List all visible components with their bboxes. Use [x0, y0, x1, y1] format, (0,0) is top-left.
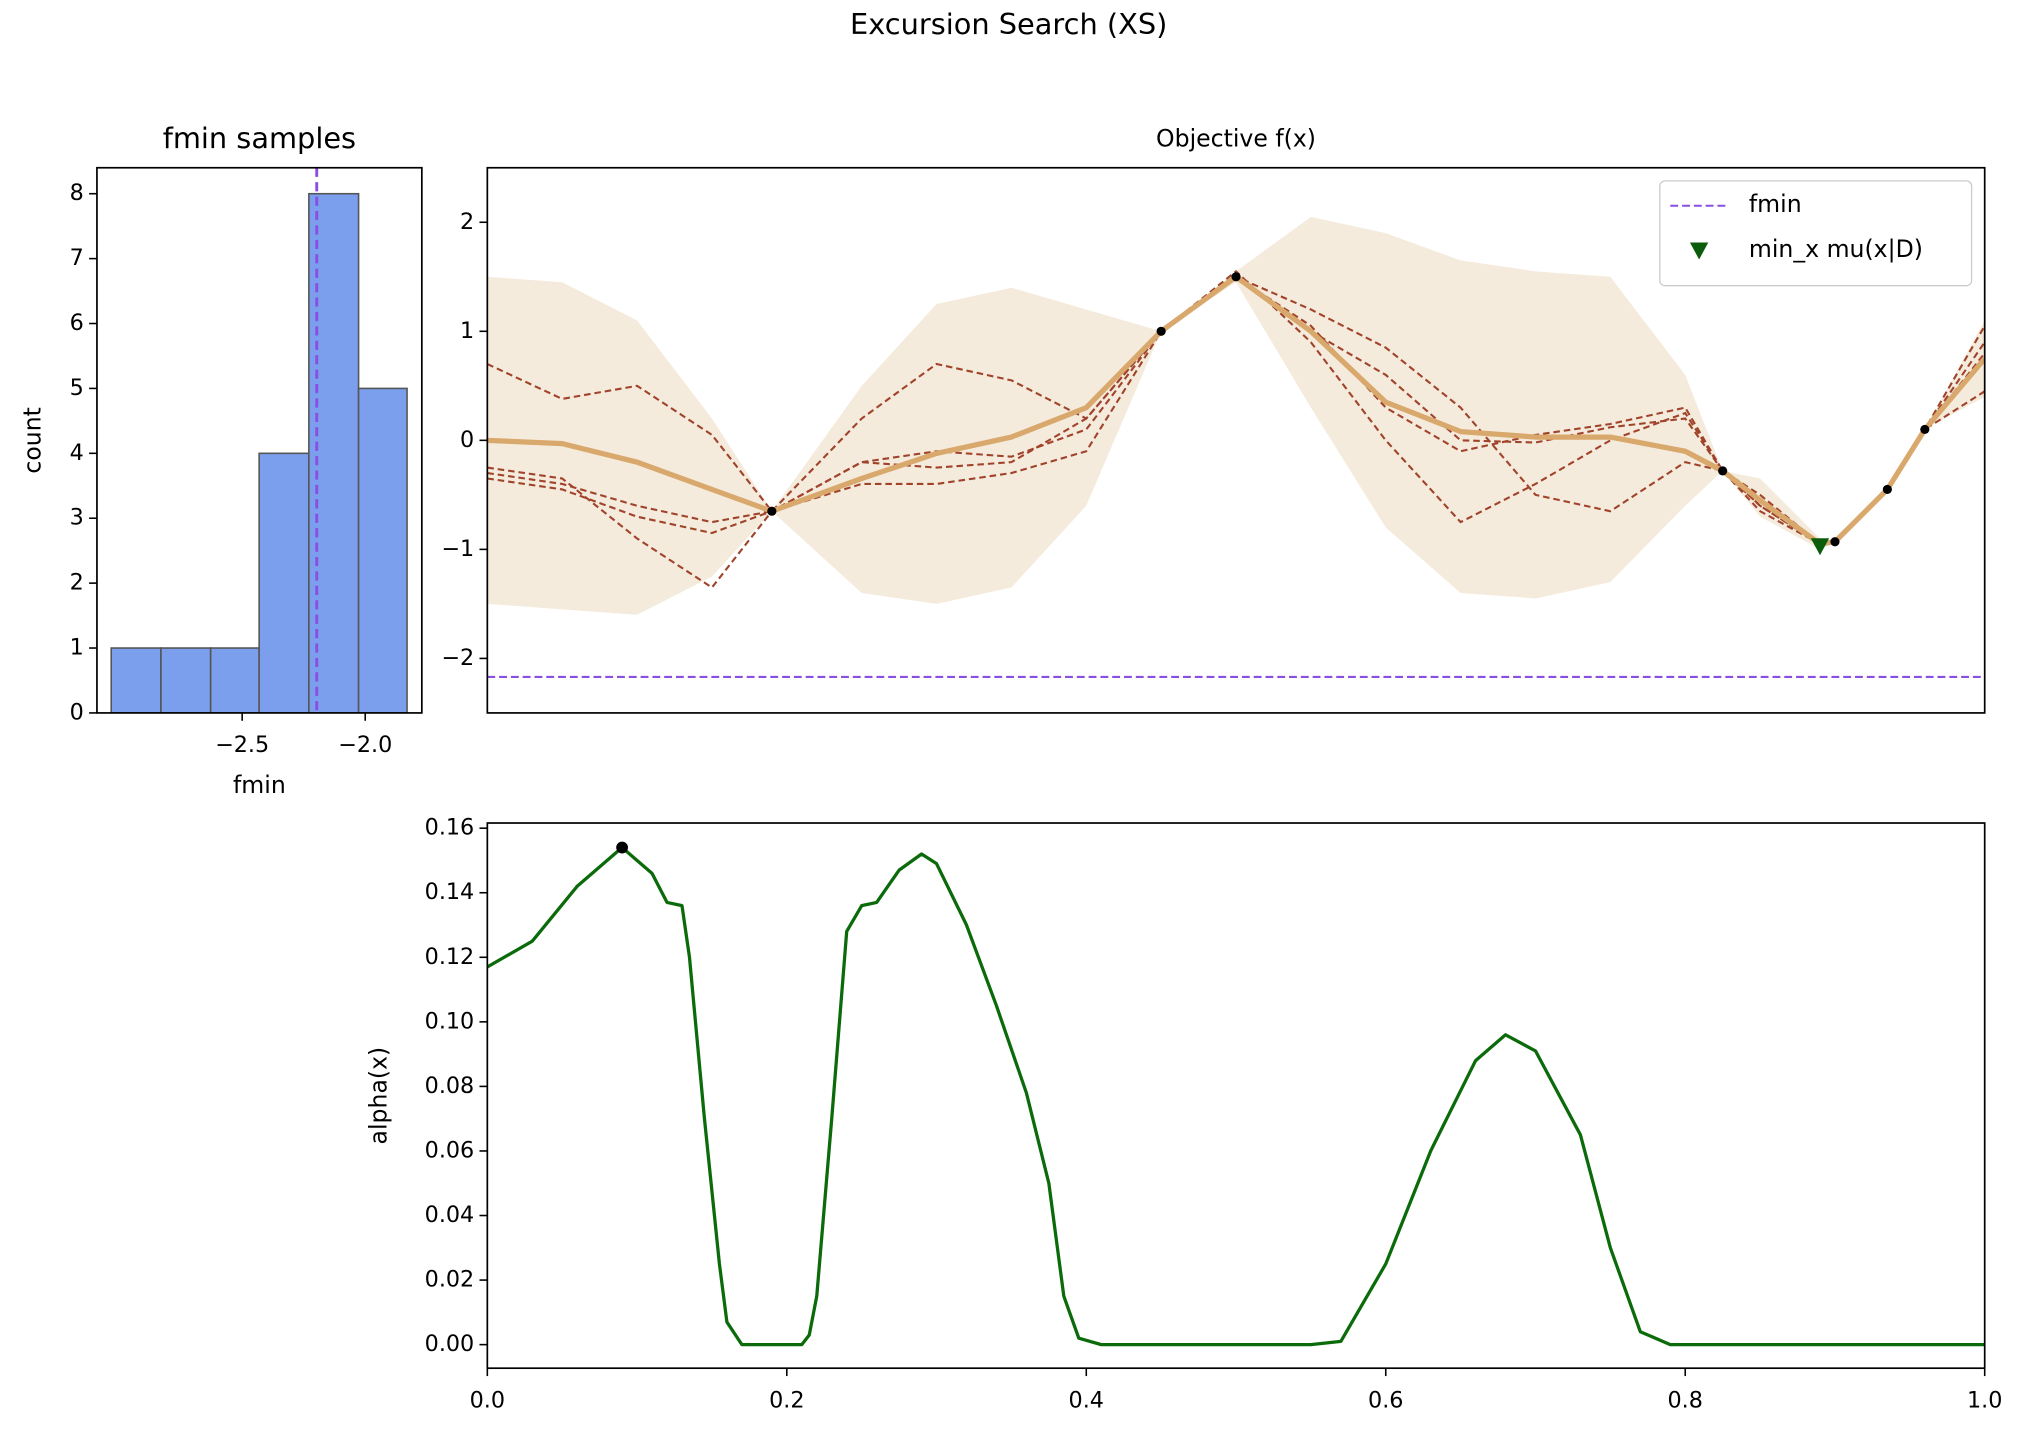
bar: [160, 647, 212, 713]
y-tick-label: 8: [70, 180, 84, 206]
legend-swatch: [1689, 242, 1709, 260]
sample-line: [487, 275, 1985, 589]
y-axis-label: count: [19, 407, 47, 474]
x-tick-label: 0.6: [1368, 1387, 1403, 1413]
y-tick-label: 4: [70, 440, 84, 466]
chart-title: fmin samples: [163, 121, 356, 155]
chart-title: Objective f(x): [1156, 125, 1316, 153]
x-tick-label: −2.0: [338, 732, 392, 758]
data-point: [616, 841, 628, 854]
data-point: [767, 506, 777, 516]
data-point: [1920, 424, 1930, 435]
legend-label: fmin: [1749, 190, 1802, 218]
y-tick-label: −2: [441, 645, 474, 671]
figure-title: Excursion Search (XS): [850, 7, 1167, 41]
x-axis-label: fmin: [233, 771, 286, 799]
y-tick-label: 0.02: [425, 1267, 475, 1293]
bar: [357, 387, 408, 713]
y-axis-label: alpha(x): [364, 1047, 392, 1145]
data-point: [1830, 537, 1840, 547]
y-tick-label: 7: [70, 245, 84, 271]
legend-label: min_x mu(x|D): [1749, 235, 1923, 263]
y-tick-label: 0.16: [425, 815, 475, 841]
series-line: [487, 845, 1985, 1347]
bar: [110, 647, 162, 713]
y-tick-label: 5: [70, 375, 84, 401]
bar: [258, 452, 310, 713]
y-tick-label: −1: [441, 536, 474, 562]
data-point: [1882, 484, 1892, 494]
y-tick-label: 1: [70, 635, 84, 661]
data-point: [1231, 272, 1241, 282]
x-tick-label: 0.8: [1668, 1387, 1703, 1413]
y-tick-label: 0.10: [425, 1008, 475, 1034]
y-tick-label: 2: [460, 209, 474, 235]
x-tick-label: 0.0: [470, 1387, 505, 1413]
y-tick-label: 0.12: [425, 944, 475, 970]
y-tick-label: 0.00: [425, 1331, 475, 1357]
axes-frame: [486, 822, 1986, 1370]
data-point: [1156, 326, 1166, 336]
x-tick-label: 0.2: [769, 1387, 804, 1413]
y-tick-label: 3: [70, 505, 84, 531]
y-tick-label: 0.14: [425, 879, 475, 905]
plot-area: [110, 167, 408, 713]
y-tick-label: 0.08: [425, 1073, 475, 1099]
plot-area: [487, 841, 1985, 1347]
plot-area: [487, 216, 1985, 678]
confidence-band: [487, 216, 1985, 615]
x-tick-label: 1.0: [1967, 1387, 2002, 1413]
y-tick-label: 1: [460, 318, 474, 344]
y-tick-label: 0.04: [425, 1202, 475, 1228]
bar: [209, 647, 260, 713]
bar: [308, 192, 360, 713]
axes-frame: [96, 166, 423, 714]
axes-frame: [486, 166, 1986, 714]
min-marker: [1810, 538, 1830, 556]
data-point: [1718, 466, 1728, 476]
y-tick-label: 6: [70, 310, 84, 336]
y-tick-label: 2: [70, 570, 84, 596]
y-tick-label: 0.06: [425, 1137, 475, 1163]
x-tick-label: −2.5: [215, 732, 269, 758]
y-tick-label: 0: [70, 699, 84, 725]
y-tick-label: 0: [460, 427, 474, 453]
x-tick-label: 0.4: [1069, 1387, 1104, 1413]
legend-box: [1659, 180, 1973, 287]
